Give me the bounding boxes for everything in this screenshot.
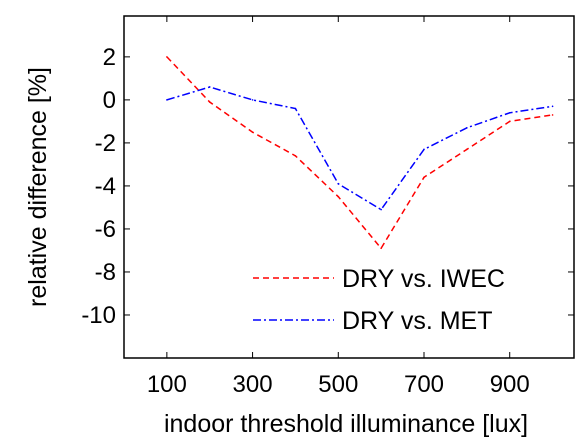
plot-frame <box>123 15 575 359</box>
data-point <box>423 148 425 151</box>
series-line-dry-vs-met <box>166 86 553 211</box>
data-point <box>337 195 340 198</box>
data-point <box>166 99 168 101</box>
data-point <box>294 107 297 110</box>
data-point <box>166 56 168 58</box>
axis-tick-labels: 100 300 500 700 900 2 0 -2 -4 -6 -8 -10 <box>81 44 529 398</box>
data-point <box>551 114 554 116</box>
y-tick-label: 2 <box>103 44 116 71</box>
data-point <box>508 120 511 123</box>
data-point <box>208 101 211 103</box>
x-tick-label: 700 <box>404 371 444 398</box>
x-tick-label: 500 <box>318 371 358 398</box>
data-point <box>466 148 468 151</box>
data-point <box>251 131 254 133</box>
y-tick-label: -4 <box>95 173 116 200</box>
series-line-dry-vs-iwec <box>166 56 553 250</box>
x-tick-label: 100 <box>147 371 187 398</box>
data-point <box>294 155 297 157</box>
x-axis-title: indoor threshold illuminance [lux] <box>164 410 528 438</box>
x-tick-label: 300 <box>233 371 273 398</box>
axis-ticks <box>124 16 574 358</box>
series-layer <box>166 56 554 250</box>
y-tick-label: -6 <box>95 216 116 243</box>
data-point <box>466 127 468 129</box>
data-point <box>337 182 340 185</box>
data-point <box>551 105 554 108</box>
data-point <box>423 176 425 179</box>
y-tick-label: -10 <box>81 302 116 329</box>
y-tick-label: -2 <box>95 130 116 157</box>
data-point <box>508 111 511 114</box>
y-axis-title: relative difference [%] <box>24 67 52 307</box>
y-tick-label: -8 <box>95 259 116 286</box>
data-point <box>208 86 211 88</box>
x-tick-label: 900 <box>490 371 530 398</box>
legend-label-dry-vs-met: DRY vs. MET <box>342 307 493 335</box>
data-point <box>380 208 382 211</box>
data-point <box>380 247 382 250</box>
legend-label-dry-vs-iwec: DRY vs. IWEC <box>342 265 505 293</box>
legend: DRY vs. IWEC DRY vs. MET <box>253 265 505 335</box>
y-tick-label: 0 <box>103 87 116 114</box>
data-point <box>251 99 254 101</box>
